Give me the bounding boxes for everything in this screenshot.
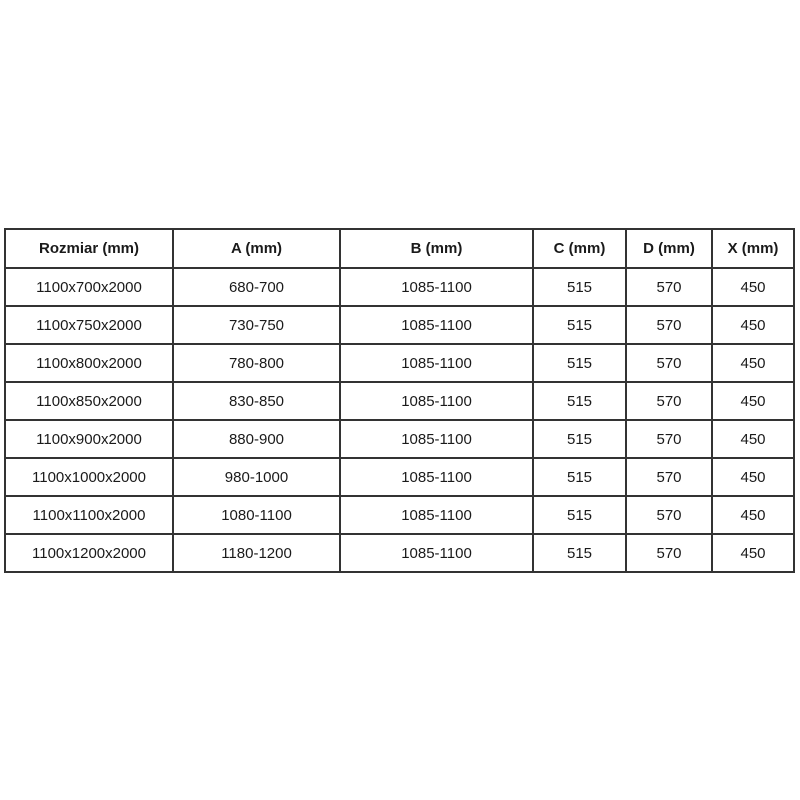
table-cell: 980-1000	[172, 457, 341, 497]
table-cell: 1085-1100	[339, 533, 534, 573]
table-cell: 1100x750x2000	[4, 305, 174, 345]
table-cell: 515	[532, 495, 627, 535]
table-cell: 1085-1100	[339, 381, 534, 421]
table-cell: 730-750	[172, 305, 341, 345]
column-header-a: A (mm)	[172, 228, 341, 269]
table-row: 1100x1200x2000 1180-1200 1085-1100 515 570 45…	[4, 533, 795, 573]
table-cell: 1080-1100	[172, 495, 341, 535]
table-cell: 570	[625, 267, 713, 307]
table-cell: 880-900	[172, 419, 341, 459]
table-row: 1100x850x2000 830-850 1085-1100 515 570 450	[4, 381, 795, 421]
table-header-row: Rozmiar (mm) A (mm) B (mm) C (mm) D (mm)…	[4, 228, 795, 269]
table-body: 1100x700x2000 680-700 1085-1100 515 570 450 11…	[4, 267, 795, 573]
table-cell: 1100x700x2000	[4, 267, 174, 307]
column-header-d: D (mm)	[625, 228, 713, 269]
table-cell: 515	[532, 457, 627, 497]
table-cell: 515	[532, 533, 627, 573]
table-cell: 450	[711, 457, 795, 497]
size-spec-table: Rozmiar (mm) A (mm) B (mm) C (mm) D (mm)…	[4, 228, 795, 573]
table-cell: 1085-1100	[339, 343, 534, 383]
table-cell: 570	[625, 419, 713, 459]
table-cell: 570	[625, 305, 713, 345]
table-cell: 1085-1100	[339, 495, 534, 535]
table-row: 1100x750x2000 730-750 1085-1100 515 570 450	[4, 305, 795, 345]
table-cell: 570	[625, 533, 713, 573]
table-cell: 830-850	[172, 381, 341, 421]
table-cell: 570	[625, 457, 713, 497]
table-cell: 680-700	[172, 267, 341, 307]
table-row: 1100x1100x2000 1080-1100 1085-1100 515 570 45…	[4, 495, 795, 535]
table-cell: 450	[711, 533, 795, 573]
table-cell: 570	[625, 495, 713, 535]
column-header-c: C (mm)	[532, 228, 627, 269]
table-cell: 1100x1200x2000	[4, 533, 174, 573]
table-cell: 1100x850x2000	[4, 381, 174, 421]
table-cell: 570	[625, 343, 713, 383]
table-cell: 450	[711, 343, 795, 383]
table-cell: 1100x1100x2000	[4, 495, 174, 535]
table-cell: 1100x900x2000	[4, 419, 174, 459]
table-cell: 450	[711, 495, 795, 535]
table-cell: 515	[532, 305, 627, 345]
column-header-b: B (mm)	[339, 228, 534, 269]
table-cell: 515	[532, 343, 627, 383]
table-row: 1100x700x2000 680-700 1085-1100 515 570 450	[4, 267, 795, 307]
table-cell: 450	[711, 305, 795, 345]
table-cell: 1180-1200	[172, 533, 341, 573]
table-cell: 515	[532, 381, 627, 421]
table-cell: 1085-1100	[339, 419, 534, 459]
table-cell: 450	[711, 267, 795, 307]
column-header-x: X (mm)	[711, 228, 795, 269]
table-cell: 570	[625, 381, 713, 421]
table-cell: 450	[711, 381, 795, 421]
table-cell: 1085-1100	[339, 457, 534, 497]
table-cell: 1085-1100	[339, 305, 534, 345]
column-header-rozmiar: Rozmiar (mm)	[4, 228, 174, 269]
table-cell: 450	[711, 419, 795, 459]
table-cell: 515	[532, 267, 627, 307]
table-row: 1100x800x2000 780-800 1085-1100 515 570 450	[4, 343, 795, 383]
table-cell: 1085-1100	[339, 267, 534, 307]
table-cell: 780-800	[172, 343, 341, 383]
table-row: 1100x1000x2000 980-1000 1085-1100 515 570 450	[4, 457, 795, 497]
table-cell: 515	[532, 419, 627, 459]
table-cell: 1100x800x2000	[4, 343, 174, 383]
table-row: 1100x900x2000 880-900 1085-1100 515 570 450	[4, 419, 795, 459]
table-cell: 1100x1000x2000	[4, 457, 174, 497]
